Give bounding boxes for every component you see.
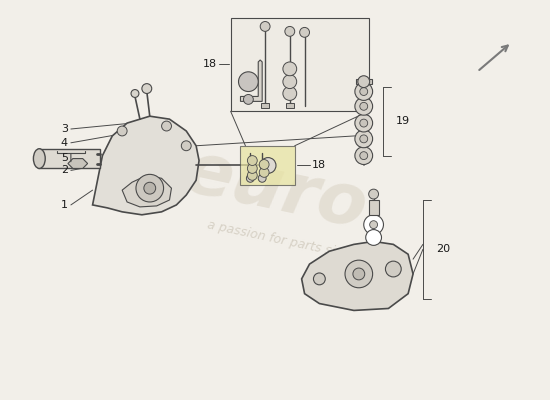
Bar (286, 103, 294, 108)
Bar (368, 200, 378, 215)
Text: 19: 19 (397, 116, 410, 126)
Circle shape (370, 221, 377, 228)
Text: euro: euro (177, 137, 373, 243)
Bar (230, 18, 368, 111)
Circle shape (244, 94, 254, 104)
Bar (356, 79, 372, 84)
Circle shape (144, 182, 156, 194)
Polygon shape (301, 242, 413, 310)
Polygon shape (240, 60, 262, 101)
Circle shape (353, 268, 365, 280)
Circle shape (246, 174, 254, 182)
Circle shape (366, 230, 382, 245)
Circle shape (314, 273, 325, 285)
Circle shape (182, 141, 191, 151)
Text: 20: 20 (436, 244, 450, 254)
Circle shape (136, 174, 163, 202)
Circle shape (260, 22, 270, 31)
Circle shape (364, 215, 383, 234)
Circle shape (358, 76, 370, 88)
Circle shape (386, 261, 401, 277)
Ellipse shape (34, 149, 45, 168)
Circle shape (300, 28, 310, 37)
Circle shape (360, 88, 368, 96)
Circle shape (260, 158, 276, 173)
Circle shape (162, 121, 172, 131)
Polygon shape (122, 175, 172, 207)
Circle shape (345, 260, 372, 288)
Circle shape (239, 72, 258, 92)
Circle shape (142, 84, 152, 94)
Circle shape (355, 98, 372, 115)
Circle shape (248, 164, 257, 173)
Circle shape (259, 160, 269, 170)
Circle shape (131, 90, 139, 98)
Polygon shape (39, 149, 101, 168)
Circle shape (259, 168, 269, 177)
Text: 2: 2 (61, 166, 68, 176)
Text: 18: 18 (311, 160, 326, 170)
Circle shape (248, 170, 257, 180)
Bar (261, 103, 269, 108)
Circle shape (355, 83, 372, 100)
Circle shape (355, 130, 372, 148)
Text: 3: 3 (61, 124, 68, 134)
Circle shape (368, 189, 378, 199)
Circle shape (117, 126, 127, 136)
Polygon shape (68, 158, 87, 168)
Text: 1: 1 (61, 200, 68, 210)
Polygon shape (92, 116, 199, 215)
Text: 18: 18 (203, 59, 217, 69)
Circle shape (258, 174, 266, 182)
Text: 4: 4 (61, 138, 68, 148)
Circle shape (285, 26, 295, 36)
Circle shape (360, 119, 368, 127)
Circle shape (355, 114, 372, 132)
Text: 5: 5 (61, 152, 68, 162)
Circle shape (283, 86, 296, 100)
Circle shape (283, 62, 296, 76)
Circle shape (360, 152, 368, 160)
Circle shape (360, 135, 368, 143)
Circle shape (283, 75, 296, 88)
Circle shape (355, 147, 372, 164)
Circle shape (248, 156, 257, 166)
Text: a passion for parts since 1985: a passion for parts since 1985 (206, 218, 393, 270)
Circle shape (360, 102, 368, 110)
Bar (240, 146, 295, 185)
